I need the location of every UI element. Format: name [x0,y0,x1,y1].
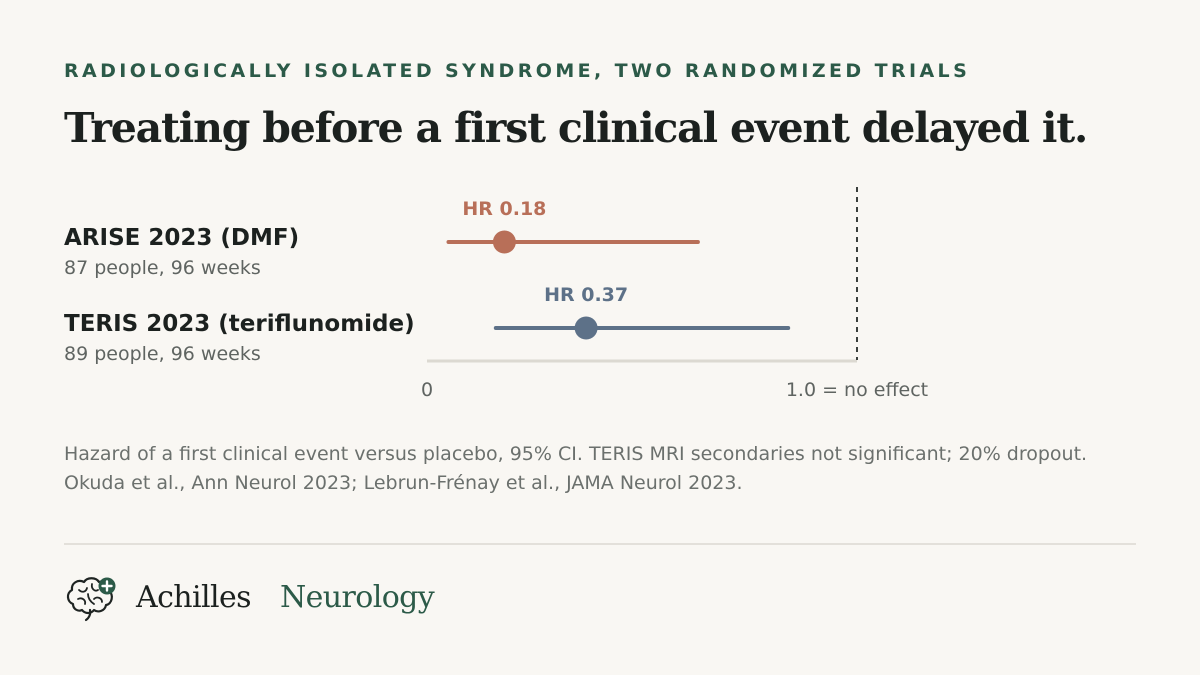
x-tick-label-no-effect: 1.0 = no effect [786,379,928,401]
row-label-arise: ARISE 2023 (DMF) [64,225,300,251]
footnote: Hazard of a first clinical event versus … [64,443,1088,494]
footer-divider [64,543,1136,545]
hr-label-1: HR 0.37 [544,284,628,306]
brain-plus-icon [66,577,116,622]
hr-label-0: HR 0.18 [462,198,546,220]
forest-plot: 0 1.0 = no effect HR 0.18 HR 0.37 [421,187,928,401]
headline: Treating before a first clinical event d… [64,104,1088,152]
hr-point-1 [574,316,598,340]
x-tick-label-0: 0 [421,379,433,401]
hr-point-0 [492,230,516,254]
row-detail-arise: 87 people, 96 weeks [64,257,261,279]
brand-name: Achilles [136,580,252,615]
row-label-teris: TERIS 2023 (teriflunomide) [64,311,415,337]
row-detail-teris: 89 people, 96 weeks [64,343,261,365]
brand-section: Neurology [280,580,435,615]
eyebrow: RADIOLOGICALLY ISOLATED SYNDROME, TWO RA… [64,60,971,82]
